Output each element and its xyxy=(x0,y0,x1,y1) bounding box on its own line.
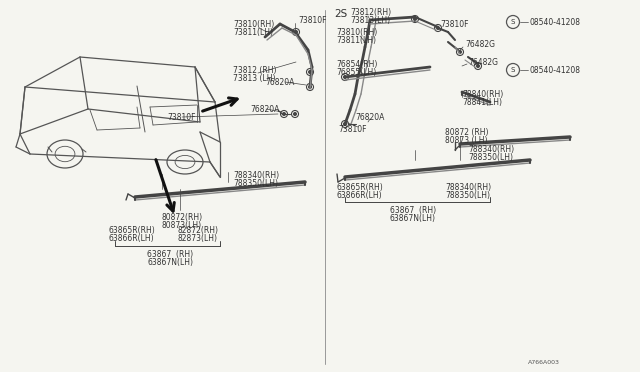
Circle shape xyxy=(477,65,479,67)
Text: 08540-41208: 08540-41208 xyxy=(530,17,581,26)
Text: 76820A: 76820A xyxy=(250,105,280,113)
Text: 76482G: 76482G xyxy=(465,39,495,48)
Text: 76482G: 76482G xyxy=(468,58,498,67)
Text: 788340(RH): 788340(RH) xyxy=(468,144,514,154)
Circle shape xyxy=(308,71,311,73)
Text: 73812 (RH): 73812 (RH) xyxy=(233,65,276,74)
Text: 788350(LH): 788350(LH) xyxy=(233,179,278,187)
Text: 63867N(LH): 63867N(LH) xyxy=(147,257,193,266)
Text: 63867N(LH): 63867N(LH) xyxy=(390,214,436,222)
Text: 63866R(LH): 63866R(LH) xyxy=(337,190,383,199)
Text: 76854(RH): 76854(RH) xyxy=(336,60,378,68)
Text: 73810(RH): 73810(RH) xyxy=(233,19,275,29)
Text: 73812(RH): 73812(RH) xyxy=(350,7,391,16)
Circle shape xyxy=(436,27,439,29)
Text: 78840(RH): 78840(RH) xyxy=(462,90,503,99)
Text: A766A003: A766A003 xyxy=(528,359,560,365)
Text: 73811(LH): 73811(LH) xyxy=(233,28,273,36)
Text: 63866R(LH): 63866R(LH) xyxy=(108,234,154,243)
Circle shape xyxy=(294,113,296,115)
Text: 08540-41208: 08540-41208 xyxy=(530,65,581,74)
Text: 63867  (RH): 63867 (RH) xyxy=(147,250,193,259)
Circle shape xyxy=(283,113,285,115)
Text: 80872(RH): 80872(RH) xyxy=(162,212,203,221)
Text: 73810F: 73810F xyxy=(440,19,468,29)
Text: 73813(LH): 73813(LH) xyxy=(350,16,390,25)
Text: 73810(RH): 73810(RH) xyxy=(336,28,377,36)
Text: 80873 (LH): 80873 (LH) xyxy=(445,135,488,144)
Text: 82872(RH): 82872(RH) xyxy=(177,225,218,234)
Text: 76820A: 76820A xyxy=(265,77,294,87)
Text: S: S xyxy=(511,67,515,73)
Text: 788340(RH): 788340(RH) xyxy=(233,170,279,180)
Text: 2S: 2S xyxy=(334,9,348,19)
Circle shape xyxy=(294,31,298,33)
Text: S: S xyxy=(511,19,515,25)
Circle shape xyxy=(344,123,346,125)
Text: 63865R(RH): 63865R(RH) xyxy=(337,183,384,192)
Text: 73811(LH): 73811(LH) xyxy=(336,35,376,45)
Text: 788340(RH): 788340(RH) xyxy=(445,183,491,192)
Text: 788350(LH): 788350(LH) xyxy=(468,153,513,161)
Text: 82873(LH): 82873(LH) xyxy=(177,234,217,243)
Text: 63865R(RH): 63865R(RH) xyxy=(108,225,155,234)
Text: 76820A: 76820A xyxy=(355,112,385,122)
Circle shape xyxy=(459,51,461,53)
Text: 73810F: 73810F xyxy=(338,125,367,134)
Text: 73810F: 73810F xyxy=(298,16,326,25)
Text: 78841(LH): 78841(LH) xyxy=(462,97,502,106)
Text: 80872 (RH): 80872 (RH) xyxy=(445,128,488,137)
Text: 788350(LH): 788350(LH) xyxy=(445,190,490,199)
Circle shape xyxy=(344,76,346,78)
Text: 73810F: 73810F xyxy=(167,112,195,122)
Text: 80873(LH): 80873(LH) xyxy=(162,221,202,230)
Text: 63867  (RH): 63867 (RH) xyxy=(390,205,436,215)
Text: 76855(LH): 76855(LH) xyxy=(336,67,376,77)
Circle shape xyxy=(308,86,311,88)
Text: 73813 (LH): 73813 (LH) xyxy=(233,74,275,83)
Circle shape xyxy=(413,18,416,20)
